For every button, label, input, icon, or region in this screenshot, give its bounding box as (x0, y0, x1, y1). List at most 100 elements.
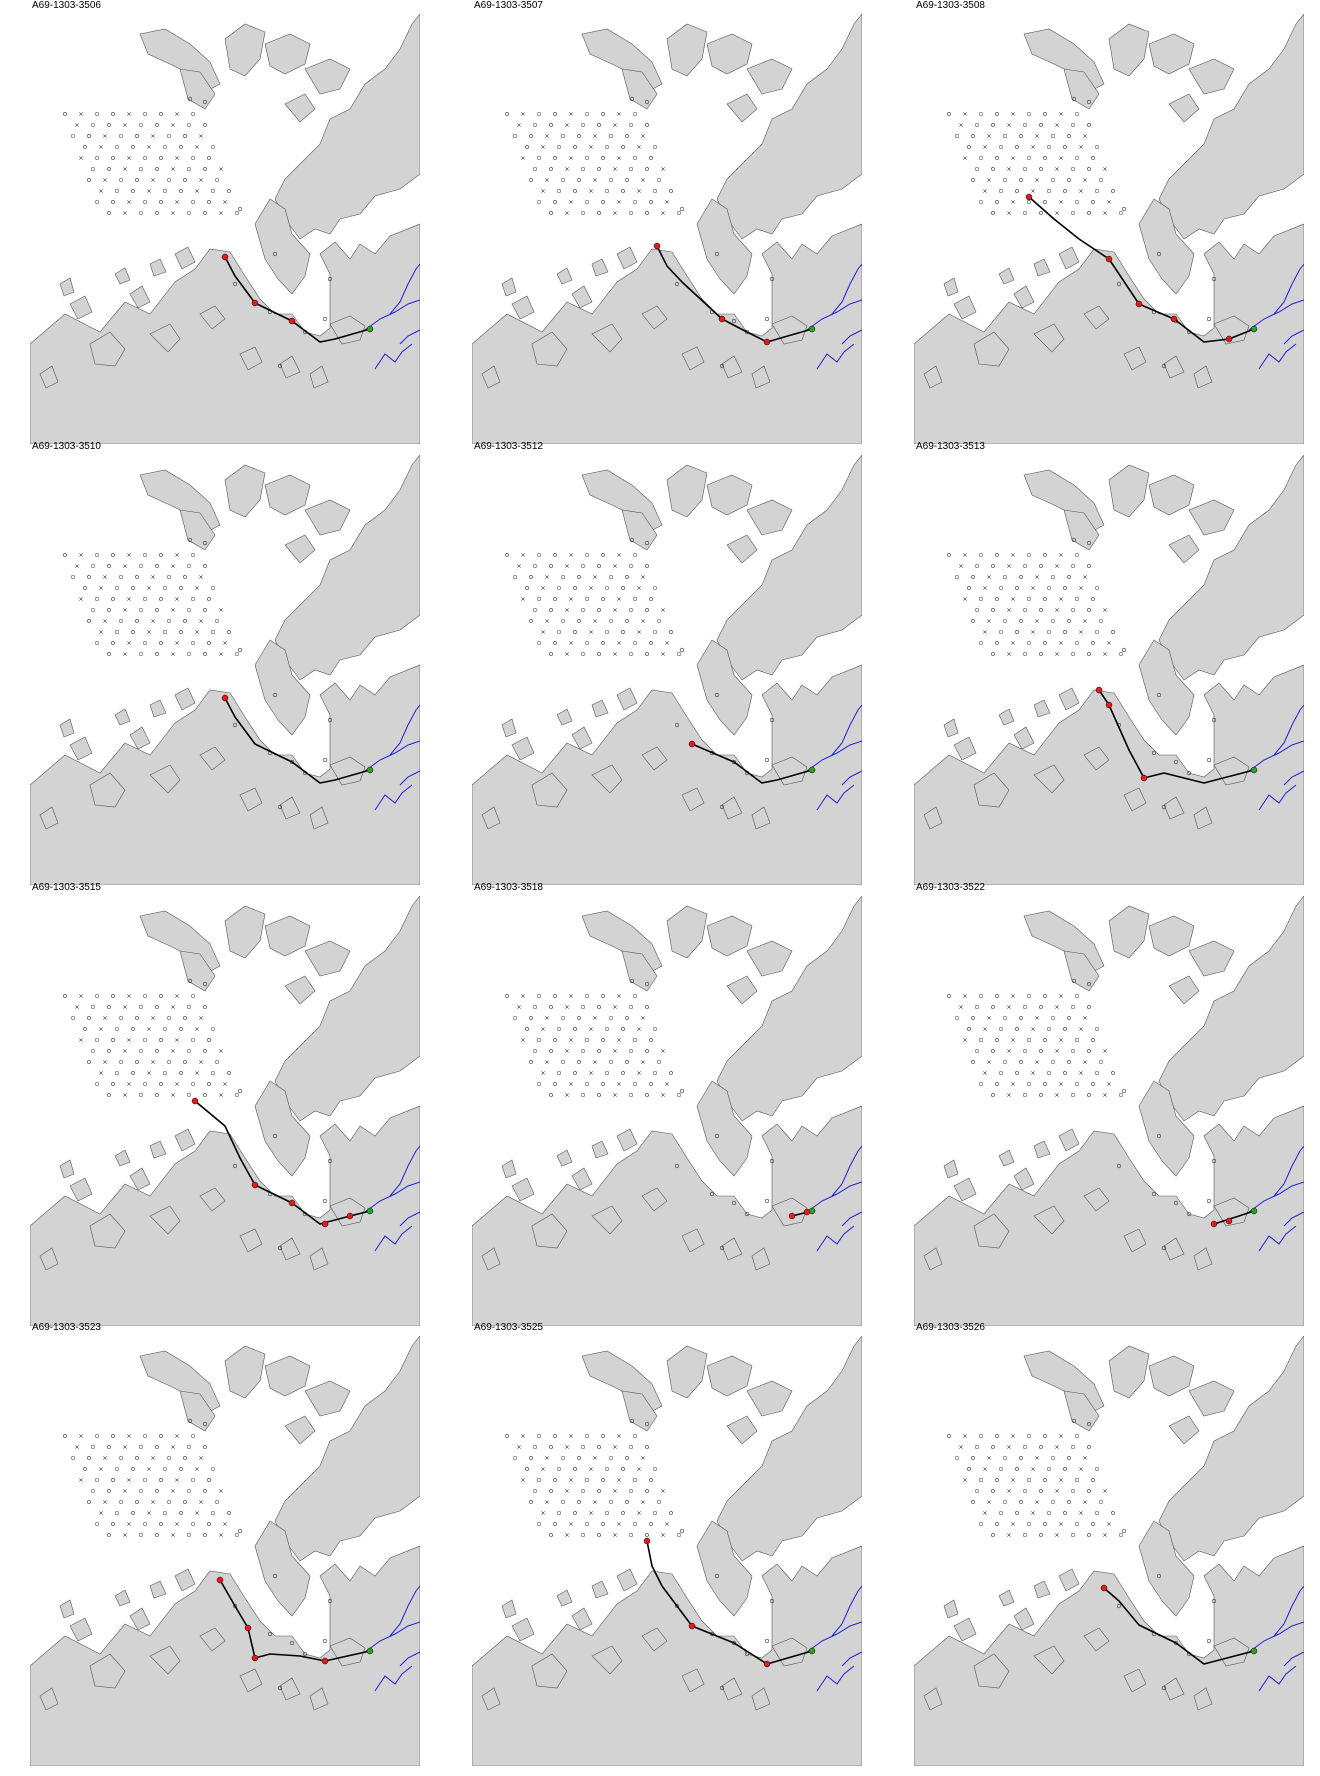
land-island (721, 355, 743, 379)
receiver-marker (645, 608, 649, 612)
receiver-marker (601, 1082, 605, 1086)
receiver-marker (1007, 1005, 1011, 1009)
detection-marker (763, 338, 771, 346)
receiver-marker (991, 1093, 995, 1097)
land-island (59, 277, 75, 297)
land-island (511, 1177, 535, 1202)
receiver-marker (963, 156, 967, 160)
receiver-marker (232, 1163, 238, 1169)
detection-marker (803, 1208, 811, 1216)
receiver-marker (1095, 1467, 1099, 1471)
receiver-marker (167, 619, 171, 623)
receiver-marker (714, 692, 720, 698)
receiver-marker (111, 200, 115, 204)
map-layer (30, 1336, 420, 1766)
receiver-marker (207, 1522, 211, 1526)
receiver-marker (1103, 608, 1107, 612)
receiver-marker (653, 1511, 657, 1515)
receiver-marker (1063, 1027, 1067, 1031)
receiver-marker (709, 1191, 715, 1197)
land-island (666, 23, 708, 77)
receiver-marker (267, 1631, 273, 1637)
land-island (69, 1617, 93, 1642)
receiver-marker (581, 652, 585, 656)
land-island (304, 499, 351, 536)
receiver-marker (163, 189, 167, 193)
receiver-marker (653, 145, 657, 149)
receiver-marker (1075, 112, 1079, 116)
receiver-marker (203, 564, 207, 568)
land-island (953, 1617, 977, 1642)
receiver-marker (995, 597, 999, 601)
receiver-marker (215, 1500, 219, 1504)
receiver-marker (1007, 211, 1011, 215)
receiver-marker (91, 1489, 95, 1493)
receiver-marker (629, 1489, 633, 1493)
receiver-marker (577, 134, 581, 138)
receiver-marker (947, 1434, 951, 1438)
land-island (1163, 796, 1185, 820)
river-line (841, 329, 862, 345)
receiver-marker (979, 200, 983, 204)
land-island (771, 1637, 808, 1667)
land-island (1213, 315, 1250, 345)
receiver-marker (1075, 156, 1079, 160)
land-island (149, 1140, 167, 1159)
receiver-marker (947, 553, 951, 557)
receiver-marker (657, 1060, 661, 1064)
land-island (279, 1237, 301, 1261)
river-line (374, 1225, 413, 1252)
receiver-marker (557, 1511, 561, 1515)
receiver-marker (545, 1500, 549, 1504)
receiver-marker (577, 1456, 581, 1460)
receiver-marker (1023, 123, 1027, 127)
receiver-marker (1091, 1478, 1095, 1482)
receiver-marker (633, 1082, 637, 1086)
receiver-marker (155, 1093, 159, 1097)
receiver-marker (167, 1060, 171, 1064)
land-island (304, 58, 351, 95)
receiver-marker (163, 1467, 167, 1471)
receiver-marker (557, 630, 561, 634)
land-island (1083, 746, 1110, 771)
land-island (681, 1228, 705, 1253)
receiver-marker (1055, 1445, 1059, 1449)
land-island (771, 1197, 808, 1227)
receiver-marker (1116, 281, 1122, 287)
receiver-marker (103, 1500, 107, 1504)
receiver-marker (545, 575, 549, 579)
land-island (531, 331, 568, 367)
receiver-marker (207, 1038, 211, 1042)
receiver-marker (645, 564, 649, 568)
receiver-marker (1031, 189, 1035, 193)
receiver-marker (597, 1005, 601, 1009)
receiver-marker (955, 575, 959, 579)
receiver-marker (581, 608, 585, 612)
receiver-marker (581, 1533, 585, 1537)
receiver-marker (1007, 1093, 1011, 1097)
receiver-marker (87, 1456, 91, 1460)
receiver-marker (187, 978, 193, 984)
receiver-marker (1039, 652, 1043, 656)
receiver-marker (322, 757, 328, 763)
detection-marker (1225, 1217, 1233, 1225)
receiver-marker (175, 1038, 179, 1042)
receiver-marker (1161, 1685, 1167, 1691)
receiver-marker (987, 619, 991, 623)
receiver-marker (1079, 630, 1083, 634)
land-island (69, 1177, 93, 1202)
receiver-marker (1071, 96, 1077, 102)
receiver-marker (123, 652, 127, 656)
land-island (943, 277, 959, 297)
land-island (89, 331, 126, 367)
land-island (279, 1677, 301, 1701)
land-mainland (914, 664, 1304, 885)
land-island (1188, 940, 1235, 977)
receiver-marker (75, 1005, 79, 1009)
receiver-marker (963, 1038, 967, 1042)
receiver-marker (999, 1071, 1003, 1075)
receiver-marker (593, 134, 597, 138)
receiver-marker (1119, 1533, 1123, 1537)
receiver-marker (609, 1456, 613, 1460)
receiver-marker (1047, 1071, 1051, 1075)
